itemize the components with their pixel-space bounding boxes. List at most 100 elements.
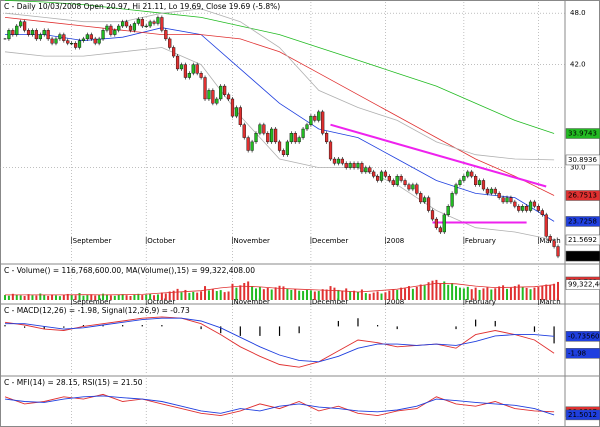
candle-body [379, 171, 384, 181]
candle-body [50, 38, 54, 44]
volume-bar [455, 286, 458, 300]
volume-bar [215, 291, 218, 300]
candle-body [58, 34, 62, 40]
candle-body [38, 34, 42, 40]
last-value-box [565, 279, 600, 290]
candle-body [199, 73, 203, 78]
candle-body [109, 25, 113, 35]
candle-body [42, 30, 46, 35]
volume-bar [141, 295, 144, 300]
volume-bar [388, 290, 391, 300]
candle-body [372, 171, 376, 177]
candle-body [391, 180, 395, 185]
volume-bar [384, 292, 387, 300]
volume-bar [443, 281, 446, 300]
candle-body [93, 38, 97, 44]
candle-body [132, 23, 137, 31]
candle-body [317, 111, 321, 121]
volume-bar [82, 295, 85, 300]
volume-bar [313, 291, 316, 300]
y-tick-label: 42.0 [570, 61, 586, 69]
candle-body [485, 188, 490, 194]
candle-body [415, 184, 419, 194]
volume-bar [172, 290, 175, 300]
month-label: February [465, 237, 496, 245]
candle-body [148, 21, 152, 27]
candle-body [466, 171, 470, 177]
volume-bar [341, 290, 344, 300]
volume-bar [423, 285, 426, 300]
candle-body [195, 64, 199, 74]
volume-bar [278, 285, 281, 300]
volume-bar [282, 286, 285, 300]
candle-body [513, 201, 517, 207]
volume-bar [231, 283, 234, 300]
candle-body [556, 246, 560, 257]
volume-bar [462, 288, 465, 300]
candle-body [521, 206, 525, 211]
volume-bar [458, 287, 461, 300]
candle-body [19, 21, 23, 27]
candle-body [481, 180, 486, 190]
volume-bar [537, 287, 540, 300]
volume-bar [407, 286, 410, 300]
candle-body [97, 38, 101, 44]
moving-average [4, 0, 555, 134]
candle-body [328, 141, 333, 160]
volume-bar [66, 293, 69, 300]
volume-bar [125, 295, 128, 300]
volume-bar [239, 285, 242, 300]
volume-bar [247, 281, 250, 300]
volume-bar [11, 293, 14, 300]
volume-bar [31, 295, 34, 300]
candle-body [30, 30, 35, 35]
candle-body [493, 188, 497, 194]
volume-bar [47, 295, 50, 300]
volume-bar [376, 291, 379, 300]
volume-bar [400, 287, 403, 300]
candle-body [101, 30, 105, 40]
volume-bar [176, 288, 179, 300]
candle-body [70, 42, 74, 45]
candle-body [336, 158, 340, 164]
last-value-label: 21.5012 [568, 411, 597, 419]
candle-body [474, 175, 478, 185]
volume-bar [325, 289, 328, 300]
last-value-label: 30.8936 [568, 156, 597, 164]
candle-body [54, 38, 58, 44]
candle-body [309, 115, 313, 125]
candle-body [505, 197, 509, 203]
candle-body [274, 128, 278, 143]
volume-bar [19, 295, 22, 300]
volume-bar [211, 289, 214, 300]
candle-body [364, 167, 368, 173]
candle-body [356, 163, 360, 168]
candle-body [168, 38, 172, 48]
candle-body [403, 180, 407, 185]
volume-bar [94, 295, 97, 300]
candle-body [26, 30, 31, 35]
candle-body [89, 34, 93, 40]
candle-body [462, 175, 466, 181]
candle-body [85, 34, 89, 40]
volume-bar [447, 284, 450, 300]
volume-bar [553, 283, 556, 300]
candle-body [242, 124, 246, 138]
last-value-box [565, 216, 600, 227]
candle-body [419, 193, 423, 203]
volume-bar [439, 283, 442, 300]
month-label: November [233, 237, 270, 245]
candle-body [46, 30, 50, 40]
candle-body [301, 128, 305, 138]
candle-body [7, 30, 11, 40]
volume-bar [70, 294, 73, 300]
month-label: 2008 [386, 237, 404, 245]
candle-body [285, 141, 289, 155]
candle-body [234, 107, 238, 117]
volume-bar [219, 290, 222, 300]
volume-bar [255, 288, 258, 300]
volume-bar [427, 282, 430, 300]
volume-bar [349, 291, 352, 300]
volume-bar [243, 283, 246, 300]
